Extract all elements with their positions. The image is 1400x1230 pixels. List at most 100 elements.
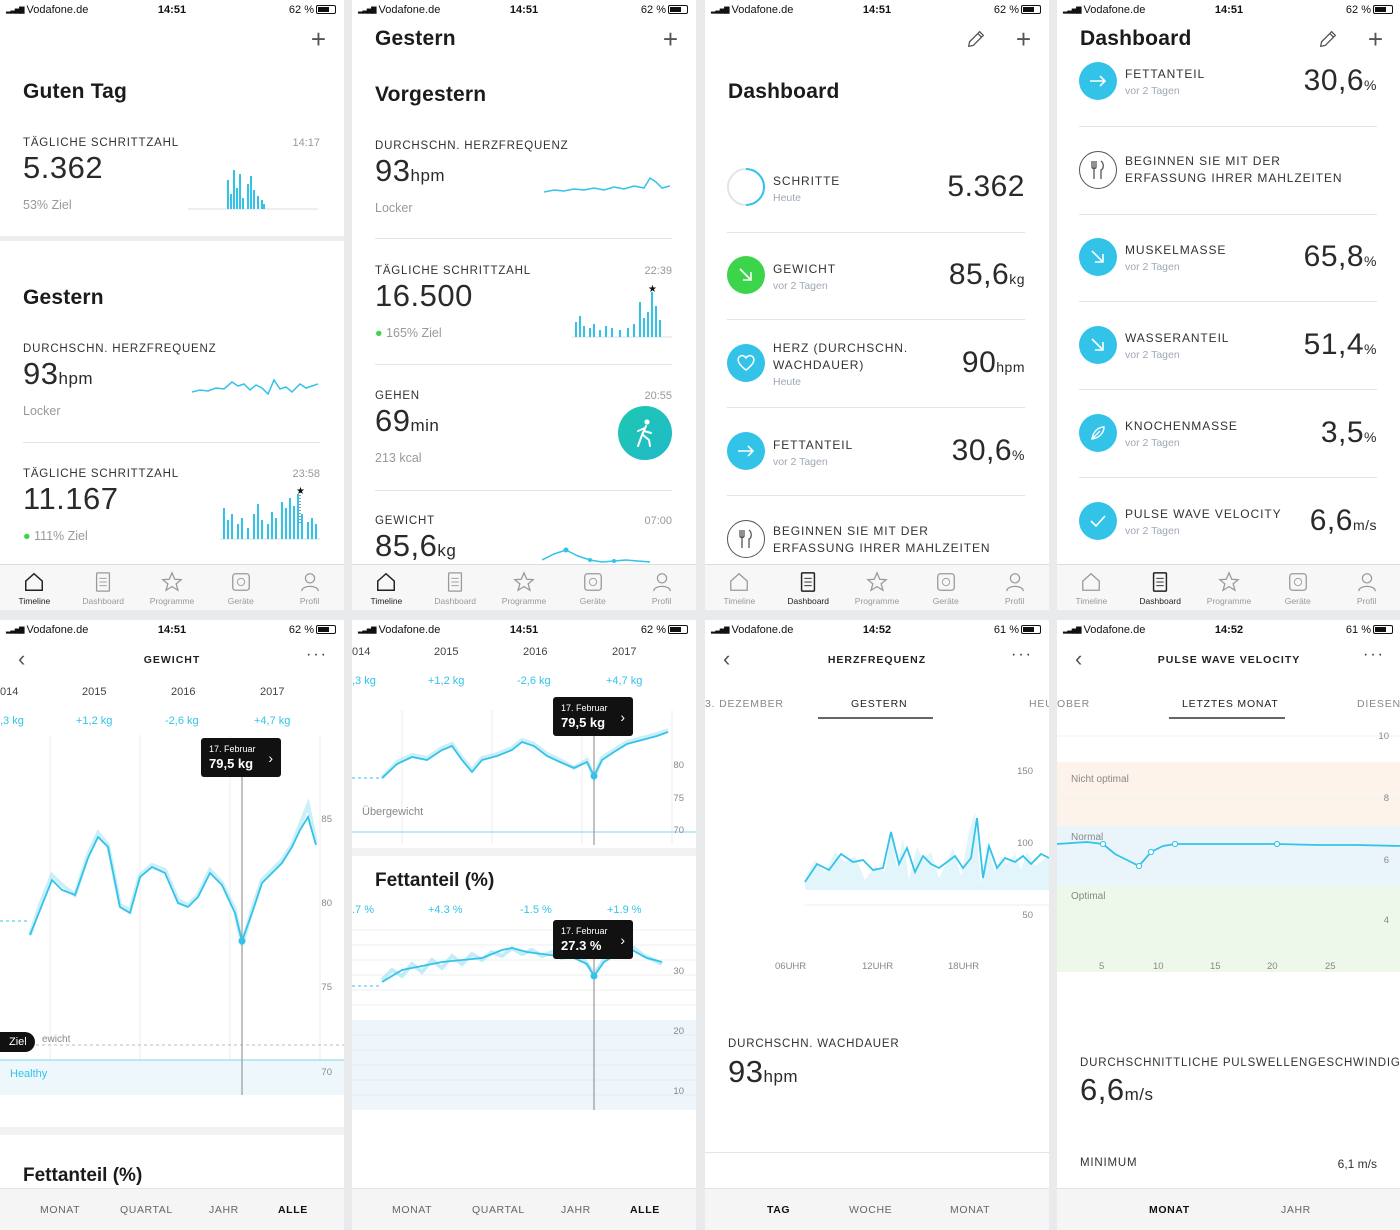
tab-timeline[interactable]: Timeline bbox=[0, 565, 69, 610]
row-sub: vor 2 Tagen bbox=[773, 280, 828, 292]
weight-chart[interactable] bbox=[352, 710, 696, 845]
add-icon[interactable]: + bbox=[1367, 24, 1383, 54]
tab-yesterday[interactable]: GESTERN bbox=[851, 698, 908, 710]
tab-devices[interactable]: Geräte bbox=[911, 565, 980, 610]
tab-dashboard[interactable]: Dashboard bbox=[421, 565, 490, 610]
tab-prev-day[interactable]: 3. DEZEMBER bbox=[705, 698, 784, 710]
tab-profile[interactable]: Profil bbox=[1332, 565, 1400, 610]
tab-today[interactable]: HEU bbox=[1029, 698, 1049, 710]
segment-quarter[interactable]: QUARTAL bbox=[120, 1204, 173, 1216]
water-trend-icon bbox=[1079, 326, 1117, 364]
tab-timeline[interactable]: Timeline bbox=[352, 565, 421, 610]
weight-tooltip[interactable]: 17. Februar 79,5 kg › bbox=[553, 697, 633, 736]
tab-programme[interactable]: Programme bbox=[843, 565, 912, 610]
battery: 62 % bbox=[641, 624, 688, 636]
carrier-label: Vodafone.de bbox=[6, 624, 89, 636]
tab-profile[interactable]: Profil bbox=[980, 565, 1049, 610]
arrow-down-right-icon bbox=[1091, 250, 1104, 263]
segment-month[interactable]: MONAT bbox=[40, 1204, 81, 1216]
tab-programme[interactable]: Programme bbox=[490, 565, 559, 610]
edit-pencil-icon[interactable] bbox=[1317, 28, 1339, 50]
steps-progress-ring bbox=[727, 168, 765, 206]
add-icon[interactable]: + bbox=[1015, 24, 1031, 54]
segment-month[interactable]: MONAT bbox=[950, 1204, 991, 1216]
back-chevron-icon[interactable]: ‹ bbox=[723, 646, 731, 671]
tab-programme[interactable]: Programme bbox=[138, 565, 207, 610]
more-icon[interactable]: ··· bbox=[1363, 646, 1385, 663]
tab-profile[interactable]: Profil bbox=[627, 565, 696, 610]
tab-label: Geräte bbox=[1284, 596, 1311, 606]
goal-dot-icon: ● bbox=[23, 529, 31, 543]
y-axis-label: 10 bbox=[673, 1086, 684, 1097]
edit-pencil-icon[interactable] bbox=[965, 28, 987, 50]
battery: 61 % bbox=[994, 624, 1041, 636]
y-axis-label: 100 bbox=[1017, 838, 1033, 849]
back-chevron-icon[interactable]: ‹ bbox=[1075, 646, 1083, 671]
goal-dot-icon: ● bbox=[375, 326, 383, 340]
tab-devices[interactable]: Geräte bbox=[558, 565, 627, 610]
tab-dashboard[interactable]: Dashboard bbox=[1126, 565, 1195, 610]
segment-month[interactable]: MONAT bbox=[1149, 1204, 1190, 1216]
tab-timeline[interactable]: Timeline bbox=[1057, 565, 1126, 610]
tab-profile[interactable]: Profil bbox=[275, 565, 344, 610]
segment-month[interactable]: MONAT bbox=[392, 1204, 433, 1216]
add-icon[interactable]: + bbox=[310, 24, 326, 54]
row-value: 30,6% bbox=[1304, 64, 1377, 98]
battery-icon bbox=[1373, 5, 1393, 14]
segment-day[interactable]: TAG bbox=[767, 1204, 791, 1216]
tab-last-month[interactable]: LETZTES MONAT bbox=[1182, 698, 1279, 710]
tab-this-month[interactable]: DIESEN bbox=[1357, 698, 1400, 710]
more-icon[interactable]: ··· bbox=[1011, 646, 1033, 663]
row-number: 30,6 bbox=[1303, 64, 1365, 97]
tab-dashboard[interactable]: Dashboard bbox=[774, 565, 843, 610]
row-label: BEGINNEN SIE MIT DER ERFASSUNG IHRER MAH… bbox=[1125, 154, 1343, 185]
more-icon[interactable]: ··· bbox=[306, 646, 328, 663]
tooltip-value: 27.3 % bbox=[561, 938, 602, 953]
screen-dashboard-scrolled: Vodafone.de 14:51 62 % Dashboard + FETTA… bbox=[1057, 0, 1400, 610]
fat-chart[interactable] bbox=[352, 920, 696, 1110]
tab-devices[interactable]: Geräte bbox=[206, 565, 275, 610]
steps-value: 5.362 bbox=[23, 150, 104, 185]
weight-unit: kg bbox=[437, 541, 457, 560]
row-value: 65,8% bbox=[1304, 240, 1377, 274]
battery-label: 62 % bbox=[640, 624, 666, 636]
tab-prev-month[interactable]: OBER bbox=[1057, 698, 1090, 710]
heart-rate-chart[interactable] bbox=[705, 760, 1049, 950]
screen-weight-fat-detail: Vodafone.de 14:51 62 % 014 2015 2016 201… bbox=[352, 620, 696, 1230]
segment-all[interactable]: ALLE bbox=[278, 1204, 308, 1216]
walk-activity-icon[interactable] bbox=[618, 406, 672, 460]
back-chevron-icon[interactable]: ‹ bbox=[18, 646, 26, 671]
fat-tooltip[interactable]: 17. Februar 27.3 % › bbox=[553, 920, 633, 959]
row-label: MUSKELMASSE bbox=[1125, 243, 1227, 257]
weight-tooltip[interactable]: 17. Februar 79,5 kg › bbox=[201, 738, 281, 777]
segment-week[interactable]: WOCHE bbox=[849, 1204, 893, 1216]
tab-timeline[interactable]: Timeline bbox=[705, 565, 774, 610]
segment-year[interactable]: JAHR bbox=[561, 1204, 591, 1216]
checkmark-icon bbox=[1090, 515, 1106, 528]
tab-programme[interactable]: Programme bbox=[1195, 565, 1264, 610]
battery-icon bbox=[668, 5, 688, 14]
tab-devices[interactable]: Geräte bbox=[1263, 565, 1332, 610]
arrow-down-right-icon bbox=[739, 268, 752, 281]
weight-chart[interactable] bbox=[0, 735, 344, 1095]
overweight-zone-label: Übergewicht bbox=[362, 806, 424, 818]
segment-year[interactable]: JAHR bbox=[209, 1204, 239, 1216]
watch-icon bbox=[231, 573, 250, 591]
segment-all[interactable]: ALLE bbox=[630, 1204, 660, 1216]
tab-label: Profil bbox=[299, 596, 320, 606]
add-icon[interactable]: + bbox=[662, 24, 678, 54]
battery-label: 62 % bbox=[288, 4, 314, 16]
delta-label: +4,7 kg bbox=[606, 675, 643, 687]
tab-dashboard[interactable]: Dashboard bbox=[69, 565, 138, 610]
y-axis-label: 75 bbox=[321, 982, 332, 993]
fat-section-heading: Fettanteil (%) bbox=[375, 870, 495, 891]
goal-button[interactable]: Ziel bbox=[0, 1032, 35, 1052]
battery-label: 61 % bbox=[993, 624, 1019, 636]
segment-year[interactable]: JAHR bbox=[1281, 1204, 1311, 1216]
pwv-chart[interactable] bbox=[1057, 730, 1400, 980]
segment-quarter[interactable]: QUARTAL bbox=[472, 1204, 525, 1216]
hr-number: 93 bbox=[23, 356, 59, 391]
carrier-label: Vodafone.de bbox=[711, 4, 794, 16]
y-axis-label: 20 bbox=[673, 1026, 684, 1037]
section-divider bbox=[352, 848, 696, 856]
